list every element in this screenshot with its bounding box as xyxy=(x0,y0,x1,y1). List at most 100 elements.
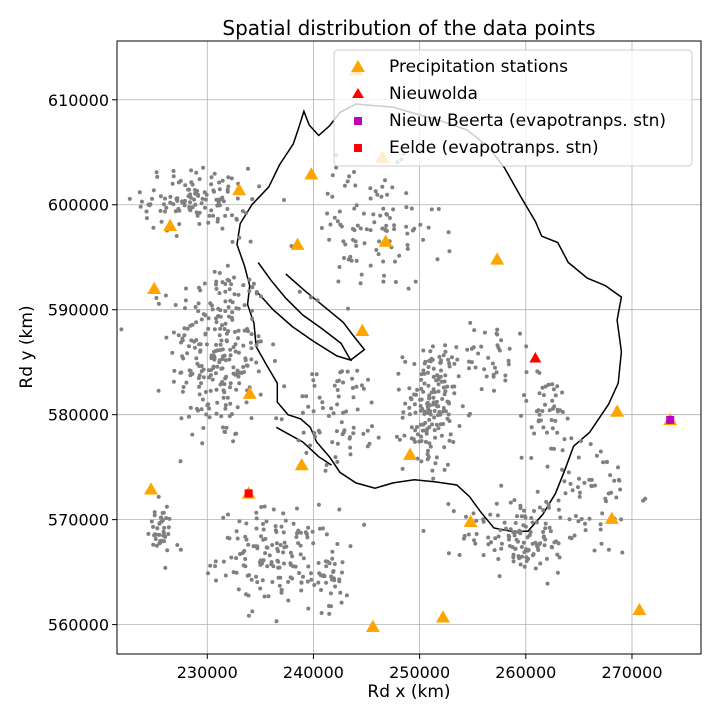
data-point xyxy=(278,575,283,580)
data-point xyxy=(242,328,247,333)
data-point xyxy=(431,374,436,379)
data-point xyxy=(423,439,428,444)
data-point xyxy=(436,426,441,431)
data-point xyxy=(530,520,535,525)
data-point xyxy=(358,226,363,231)
data-point xyxy=(249,332,254,337)
data-point xyxy=(382,273,386,278)
data-point xyxy=(409,206,414,211)
data-point xyxy=(246,593,251,598)
data-point xyxy=(225,187,230,192)
data-point xyxy=(494,501,499,506)
data-point xyxy=(513,521,518,525)
data-point xyxy=(455,357,460,362)
data-point xyxy=(352,170,356,174)
data-point xyxy=(549,446,554,451)
data-point xyxy=(186,414,191,419)
data-point xyxy=(232,292,237,297)
data-point xyxy=(370,424,374,429)
data-point xyxy=(171,174,176,179)
data-point xyxy=(511,559,516,564)
data-point xyxy=(377,239,382,244)
data-point xyxy=(316,561,321,565)
legend-box xyxy=(333,49,693,167)
data-point xyxy=(144,209,149,214)
data-point xyxy=(230,213,234,218)
data-point xyxy=(190,432,195,437)
data-point xyxy=(249,346,254,351)
data-point xyxy=(466,532,471,537)
data-point xyxy=(412,402,417,407)
data-point xyxy=(361,211,366,216)
data-point xyxy=(576,455,581,460)
data-point xyxy=(582,480,587,485)
data-point xyxy=(279,417,284,422)
data-point xyxy=(430,344,435,349)
data-point xyxy=(178,459,183,464)
data-point xyxy=(165,548,170,553)
boundary-inner-line xyxy=(285,273,366,361)
data-point xyxy=(541,393,546,398)
data-point xyxy=(226,329,231,334)
data-point xyxy=(354,258,359,263)
data-point xyxy=(254,574,259,579)
data-point xyxy=(347,436,352,441)
data-point xyxy=(348,544,353,549)
data-point xyxy=(378,213,383,218)
data-point xyxy=(404,205,409,210)
data-point xyxy=(413,410,418,415)
data-point xyxy=(598,522,603,527)
legend-marker-precipitation xyxy=(351,60,365,72)
data-point xyxy=(493,536,498,541)
data-point xyxy=(223,213,228,218)
data-point xyxy=(337,265,342,269)
data-point xyxy=(319,226,324,230)
data-point xyxy=(406,286,411,291)
data-point xyxy=(161,510,166,515)
data-point xyxy=(203,197,208,202)
data-point xyxy=(519,413,523,418)
data-point xyxy=(447,438,452,443)
data-point xyxy=(281,511,286,516)
data-point xyxy=(433,461,438,466)
data-point xyxy=(220,280,225,285)
data-point xyxy=(435,404,440,409)
data-point xyxy=(185,326,190,331)
data-point xyxy=(541,530,546,534)
data-point xyxy=(223,309,228,314)
data-point xyxy=(472,538,476,543)
data-point xyxy=(374,248,379,252)
data-point xyxy=(438,422,443,427)
data-point xyxy=(155,174,160,179)
data-point xyxy=(304,532,309,537)
data-point xyxy=(178,547,183,552)
data-point xyxy=(507,346,512,351)
data-point xyxy=(180,338,185,343)
data-point xyxy=(233,342,238,347)
data-point xyxy=(339,600,344,605)
data-point xyxy=(214,342,219,347)
data-point xyxy=(269,562,274,567)
data-point xyxy=(168,194,173,199)
data-point xyxy=(301,556,306,561)
data-point xyxy=(242,303,247,308)
data-point xyxy=(553,418,558,423)
data-point xyxy=(305,535,310,540)
data-point xyxy=(542,543,547,548)
data-point xyxy=(426,383,431,388)
data-point xyxy=(620,550,625,555)
data-point xyxy=(604,459,609,464)
data-point xyxy=(524,370,529,375)
data-point xyxy=(469,346,474,351)
data-point xyxy=(305,579,310,584)
data-point xyxy=(197,392,202,397)
data-point xyxy=(250,285,255,290)
data-point xyxy=(533,566,538,571)
data-point xyxy=(323,559,328,564)
data-point xyxy=(425,452,430,457)
data-point xyxy=(214,279,219,284)
data-point xyxy=(499,546,504,551)
data-point xyxy=(167,516,172,521)
data-point xyxy=(407,412,412,417)
data-point xyxy=(183,306,187,311)
